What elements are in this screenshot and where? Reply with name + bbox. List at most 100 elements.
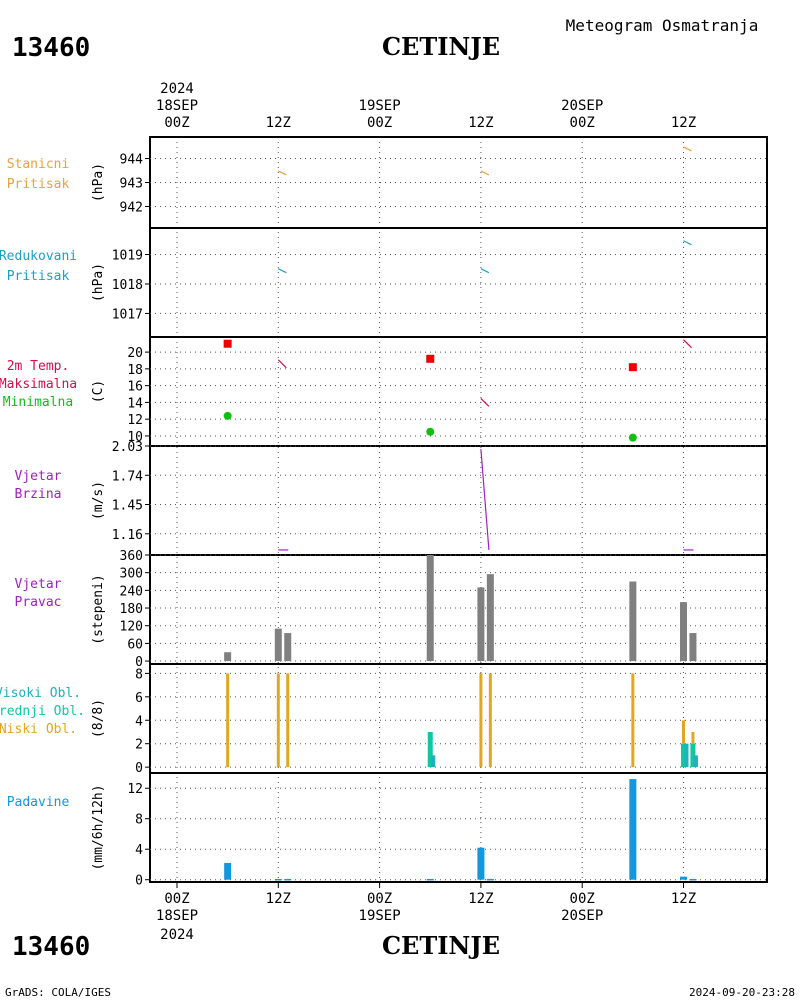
y-tick-label: 10	[127, 430, 143, 445]
tmin-marker	[223, 411, 232, 420]
wind-dir-bar	[274, 628, 282, 662]
y-tick-label: 2	[135, 738, 143, 753]
header-station-id: 13460	[12, 33, 90, 63]
axis-unit-label: (hPa)	[91, 263, 106, 302]
y-tick-label: 1019	[112, 249, 143, 264]
high-cloud-bar	[693, 755, 698, 768]
y-tick-label: 942	[120, 200, 143, 215]
wind-dir-bar	[224, 652, 232, 662]
time-label-bottom: 12Z	[266, 891, 291, 907]
panel-label: 2m Temp.	[7, 359, 70, 374]
tmin-marker	[628, 433, 637, 442]
panel-frame	[149, 336, 768, 447]
tmin-marker	[426, 427, 435, 436]
y-tick-label: 20	[127, 346, 143, 361]
year-label-bottom: 2024	[160, 927, 194, 943]
y-tick-label: 4	[135, 714, 143, 729]
footer-timestamp: 2024-09-20-23:28	[689, 986, 795, 999]
date-label-bottom: 18SEP	[156, 908, 198, 924]
data-point	[480, 170, 490, 176]
y-tick-label: 1017	[112, 307, 143, 322]
y-tick-label: 0	[135, 874, 143, 889]
wind-dir-bar	[284, 633, 292, 662]
wind-dir-bar	[680, 602, 687, 662]
precip-bar	[477, 847, 485, 880]
wind-dir-bar	[629, 581, 637, 662]
low-cloud-bar	[488, 673, 492, 768]
precip-bar	[629, 779, 637, 880]
panel-label: Redukovani	[0, 249, 77, 264]
y-tick-label: 4	[135, 843, 143, 858]
y-tick-label: 1.45	[112, 499, 143, 514]
time-label-bottom: 00Z	[164, 891, 189, 907]
wind-dir-bar	[689, 633, 697, 662]
temp-obs	[683, 339, 692, 349]
low-cloud-bar	[479, 673, 483, 768]
time-label-bottom: 00Z	[367, 891, 392, 907]
y-tick-label: 0	[135, 761, 143, 776]
time-label-top: 12Z	[671, 115, 696, 131]
date-label-top: 20SEP	[561, 98, 603, 114]
y-tick-label: 8	[135, 813, 143, 828]
panel-label: Minimalna	[3, 395, 73, 410]
wind-speed-point	[480, 448, 490, 551]
time-label-top: 12Z	[266, 115, 291, 131]
panel-frame	[149, 554, 768, 665]
precip-bar	[274, 878, 282, 881]
mid-cloud-bar	[681, 743, 686, 768]
panel-label: Pritisak	[7, 269, 70, 284]
high-cloud-bar	[684, 743, 689, 768]
precip-bar	[224, 862, 232, 880]
panel-frame	[149, 227, 768, 338]
panel-label: Padavine	[7, 795, 70, 810]
panel-frame	[149, 136, 768, 229]
date-label-top: 19SEP	[359, 98, 401, 114]
y-tick-label: 180	[120, 602, 143, 617]
y-tick-label: 12	[127, 413, 143, 428]
time-label-bottom: 00Z	[570, 891, 595, 907]
header-title: Meteogram Osmatranja	[566, 16, 759, 35]
y-tick-label: 6	[135, 691, 143, 706]
low-cloud-bar	[631, 673, 635, 768]
time-label-bottom: 12Z	[468, 891, 493, 907]
date-label-top: 18SEP	[156, 98, 198, 114]
data-point	[480, 268, 490, 274]
plot-layer: 944943942(hPa)StanicniPritisak1019101810…	[0, 81, 768, 943]
panel-label: Vjetar	[15, 577, 62, 592]
axis-unit-label: (m/s)	[91, 481, 106, 520]
temp-obs	[277, 359, 287, 369]
data-point	[683, 146, 692, 152]
mid-cloud-bar	[427, 731, 433, 768]
panel-label: Vjetar	[15, 469, 62, 484]
time-label-top: 00Z	[164, 115, 189, 131]
y-tick-label: 8	[135, 667, 143, 682]
panel-label: Visoki Obl.	[0, 686, 81, 701]
panel-label: Niski Obl.	[0, 722, 77, 737]
low-cloud-bar	[276, 673, 280, 768]
mid-cloud-bar	[690, 743, 696, 768]
date-label-bottom: 20SEP	[561, 908, 603, 924]
y-tick-label: 120	[120, 620, 143, 635]
y-tick-label: 1018	[112, 278, 143, 293]
y-tick-label: 18	[127, 363, 143, 378]
y-tick-label: 943	[120, 177, 143, 192]
time-label-top: 12Z	[468, 115, 493, 131]
panel-label: Srednji Obl.	[0, 704, 85, 719]
wind-dir-bar	[477, 587, 485, 662]
panel-frame	[149, 445, 768, 556]
y-tick-label: 300	[120, 567, 143, 582]
panel-label: Stanicni	[7, 157, 70, 172]
y-tick-label: 944	[120, 153, 144, 168]
data-point	[683, 240, 692, 246]
y-tick-label: 60	[127, 637, 143, 652]
data-point	[278, 170, 287, 176]
y-tick-label: 1.74	[112, 469, 143, 484]
footer-station-name: CETINJE	[382, 931, 500, 960]
y-tick-label: 14	[127, 396, 143, 411]
y-tick-label: 0	[135, 655, 143, 670]
panel-label: Brzina	[15, 487, 62, 502]
panel-frame	[149, 663, 768, 774]
panel-label: Maksimalna	[0, 377, 77, 392]
tmax-marker	[628, 363, 637, 372]
